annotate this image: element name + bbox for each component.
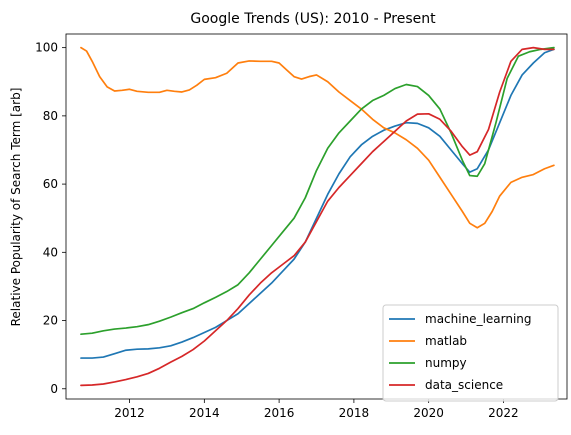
y-tick-label: 100 <box>35 41 58 55</box>
legend-label-matlab: matlab <box>425 334 467 348</box>
y-axis-label: Relative Popularity of Search Term [arb] <box>9 88 23 327</box>
x-tick-label: 2022 <box>488 406 519 420</box>
x-tick-label: 2016 <box>264 406 295 420</box>
y-tick-label: 40 <box>43 245 58 259</box>
series-line-numpy <box>81 48 554 335</box>
series-line-matlab <box>81 48 554 228</box>
chart-title: Google Trends (US): 2010 - Present <box>190 11 436 27</box>
x-tick-label: 2012 <box>114 406 145 420</box>
legend-label-numpy: numpy <box>425 356 467 370</box>
y-tick-label: 80 <box>43 109 58 123</box>
legend-label-machine-learning: machine_learning <box>425 312 532 326</box>
y-tick-label: 20 <box>43 314 58 328</box>
y-tick-label: 60 <box>43 177 58 191</box>
x-tick-label: 2014 <box>189 406 220 420</box>
y-axis-ticks: 0 20 40 60 80 100 <box>35 41 66 396</box>
x-tick-label: 2020 <box>413 406 444 420</box>
x-tick-label: 2018 <box>339 406 370 420</box>
legend-label-data-science: data_science <box>425 378 503 392</box>
y-tick-label: 0 <box>50 382 58 396</box>
x-axis-ticks: 2012 2014 2016 2018 2020 2022 <box>114 399 518 420</box>
